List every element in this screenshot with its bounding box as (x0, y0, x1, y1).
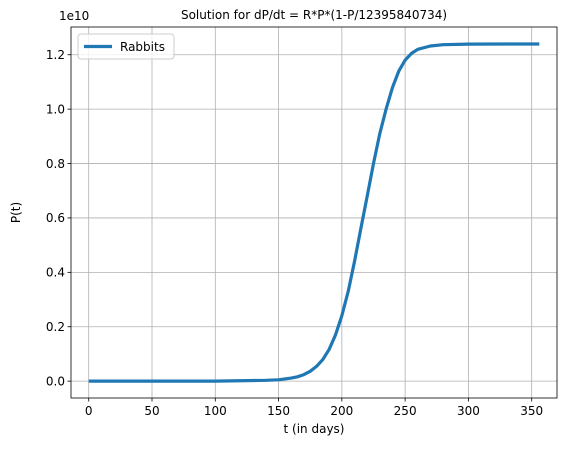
legend: Rabbits (77, 33, 175, 60)
y-tick-label: 1.0 (46, 102, 65, 116)
y-tick-label: 0.6 (46, 211, 65, 225)
legend-label-rabbits: Rabbits (120, 40, 165, 54)
x-axis-label: t (in days) (284, 422, 345, 436)
y-tick-label: 0.4 (46, 266, 65, 280)
y-tick-label: 1.2 (46, 48, 65, 62)
plot-frame (70, 26, 558, 399)
series-line-rabbits (88, 42, 540, 383)
x-tick-label: 350 (520, 404, 543, 418)
y-tick-label: 0.0 (46, 374, 65, 388)
legend-box (77, 33, 175, 60)
x-axis-ticks: 0 50 100 150 200 250 300 350 (85, 398, 543, 418)
x-tick-label: 200 (330, 404, 353, 418)
x-tick-label: 100 (204, 404, 227, 418)
x-tick-label: 150 (267, 404, 290, 418)
chart-title: Solution for dP/dt = R*P*(1-P/1239584073… (181, 8, 447, 22)
grid-lines (71, 27, 557, 398)
x-tick-label: 0 (85, 404, 93, 418)
y-tick-label: 0.8 (46, 157, 65, 171)
y-axis-offset-label: 1e10 (59, 9, 89, 23)
y-tick-label: 0.2 (46, 320, 65, 334)
x-tick-label: 300 (457, 404, 480, 418)
x-tick-label: 50 (144, 404, 159, 418)
x-tick-label: 250 (394, 404, 417, 418)
y-axis-ticks: 0.0 0.2 0.4 0.6 0.8 1.0 1.2 (46, 48, 71, 388)
y-axis-label: P(t) (9, 202, 23, 223)
series-layer (88, 42, 540, 383)
